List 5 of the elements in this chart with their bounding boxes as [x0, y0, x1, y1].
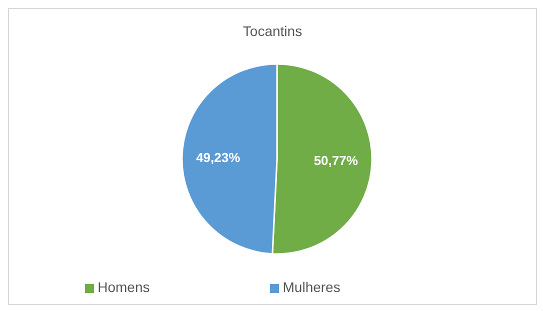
chart-title: Tocantins: [242, 23, 304, 39]
data-label: 50,77%: [314, 152, 358, 168]
legend-label: Mulheres: [282, 279, 340, 295]
data-label: 49,23%: [196, 150, 241, 166]
legend-label: Homens: [98, 279, 150, 295]
